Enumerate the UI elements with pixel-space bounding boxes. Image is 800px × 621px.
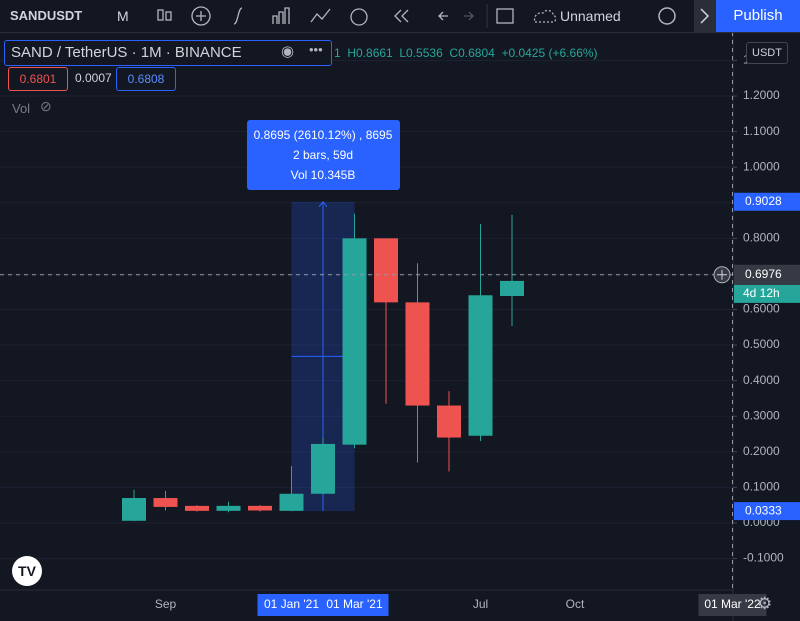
x-tick-label: 01 Jan '21 <box>264 597 319 611</box>
x-tick-label: Oct <box>566 597 585 611</box>
x-tick-label: Jul <box>473 597 488 611</box>
legend-title-box[interactable]: SAND / TetherUS · 1M · BINANCE ◉ ••• <box>4 40 332 66</box>
candle-body <box>279 493 304 511</box>
crosshair-price: 0.6976 <box>745 267 782 281</box>
y-tick-label: 1.0000 <box>743 159 780 173</box>
currency-button[interactable]: USDT <box>746 42 788 64</box>
settings-icons <box>658 0 716 32</box>
measure-price-box <box>734 192 800 211</box>
candle-body <box>122 498 146 521</box>
y-tick-label: 0.8000 <box>743 231 780 245</box>
more-icon[interactable]: ••• <box>309 42 323 57</box>
candle-body <box>342 238 367 445</box>
layout-icon[interactable] <box>496 8 514 24</box>
candle-body <box>500 280 524 297</box>
crosshair-price-box <box>734 264 800 285</box>
crosshair-plus-sign <box>717 269 727 280</box>
panel-toggle[interactable] <box>694 0 716 32</box>
publish-button[interactable]: Publish <box>716 0 800 32</box>
candles-icon-b <box>165 11 172 21</box>
legend-ohlc: 1 H0.8661 L0.5536 C0.6804 +0.0425 (+6.66… <box>334 46 598 60</box>
x-label-highlight <box>257 594 326 616</box>
compare-icon[interactable] <box>310 8 331 23</box>
measure-text: 0.8695 (2610.12%) , 8695 <box>254 128 393 142</box>
candle-body <box>437 405 461 438</box>
candle-body <box>374 238 398 303</box>
logo[interactable]: TV <box>12 556 42 586</box>
y-tick-label: 0.5000 <box>743 337 780 351</box>
measure-text: 2 bars, 59d <box>293 148 353 162</box>
candle-body <box>311 443 335 494</box>
spread: 0.0007 <box>75 71 112 85</box>
candles-icon[interactable] <box>157 9 164 21</box>
candle-body <box>185 505 209 511</box>
candle-body <box>153 498 178 507</box>
countdown: 4d 12h <box>743 286 780 300</box>
y-tick-label: 0.3000 <box>743 408 780 422</box>
redo-icon <box>464 11 474 21</box>
measure-price-box <box>734 502 800 521</box>
axis-settings-icon[interactable]: ⚙ <box>757 594 773 613</box>
tool-icons <box>157 4 557 28</box>
cloud-icon[interactable] <box>533 9 557 23</box>
interval[interactable]: M <box>117 8 129 24</box>
measure-text: Vol 10.345B <box>291 168 356 182</box>
buy-button[interactable]: 0.6808 <box>116 67 176 91</box>
sell-button[interactable]: 0.6801 <box>8 67 68 91</box>
measure-arrow <box>291 200 356 512</box>
y-tick-label: -0.1000 <box>743 551 784 565</box>
x-tick-label: Sep <box>155 597 177 611</box>
x-tick-label: 01 Mar '22 <box>704 597 761 611</box>
bars-icon[interactable] <box>272 7 290 24</box>
legend-title: SAND / TetherUS · 1M · BINANCE <box>11 44 242 61</box>
y-tick-label: 0.1000 <box>743 480 780 494</box>
y-tick-label: 0.2000 <box>743 444 780 458</box>
x-label-highlight <box>698 594 767 616</box>
replay-icon[interactable] <box>394 9 409 23</box>
undo-icon[interactable] <box>438 11 448 21</box>
candle-body <box>248 505 272 511</box>
toolbar: SANDUSDT M Unnamed Publish <box>0 0 800 33</box>
x-tick-label: 01 Mar '21 <box>326 597 383 611</box>
y-tick-label: 0.6000 <box>743 302 780 316</box>
alert-icon[interactable] <box>350 8 368 26</box>
candle-body <box>468 295 493 436</box>
measure-price: 0.9028 <box>745 194 782 208</box>
measure-tooltip <box>247 120 400 190</box>
y-tick-label: 0.4000 <box>743 373 780 387</box>
settings-icon[interactable] <box>658 7 676 25</box>
x-label-highlight <box>320 594 389 616</box>
volume-label: Vol <box>12 101 31 116</box>
candle-body <box>405 302 430 406</box>
candle-body <box>216 505 241 511</box>
fx-icon[interactable] <box>233 7 243 25</box>
indicator-icon[interactable] <box>191 6 211 26</box>
layout-name[interactable]: Unnamed <box>560 8 621 24</box>
volume-hidden-icon[interactable]: ⊘ <box>40 98 52 114</box>
measure-price: 0.0333 <box>745 503 782 517</box>
countdown-box <box>734 284 800 303</box>
y-tick-label: 1.1000 <box>743 124 780 138</box>
visibility-icon[interactable]: ◉ <box>281 43 295 60</box>
y-tick-label: 1.2000 <box>743 88 780 102</box>
symbol[interactable]: SANDUSDT <box>10 8 83 23</box>
